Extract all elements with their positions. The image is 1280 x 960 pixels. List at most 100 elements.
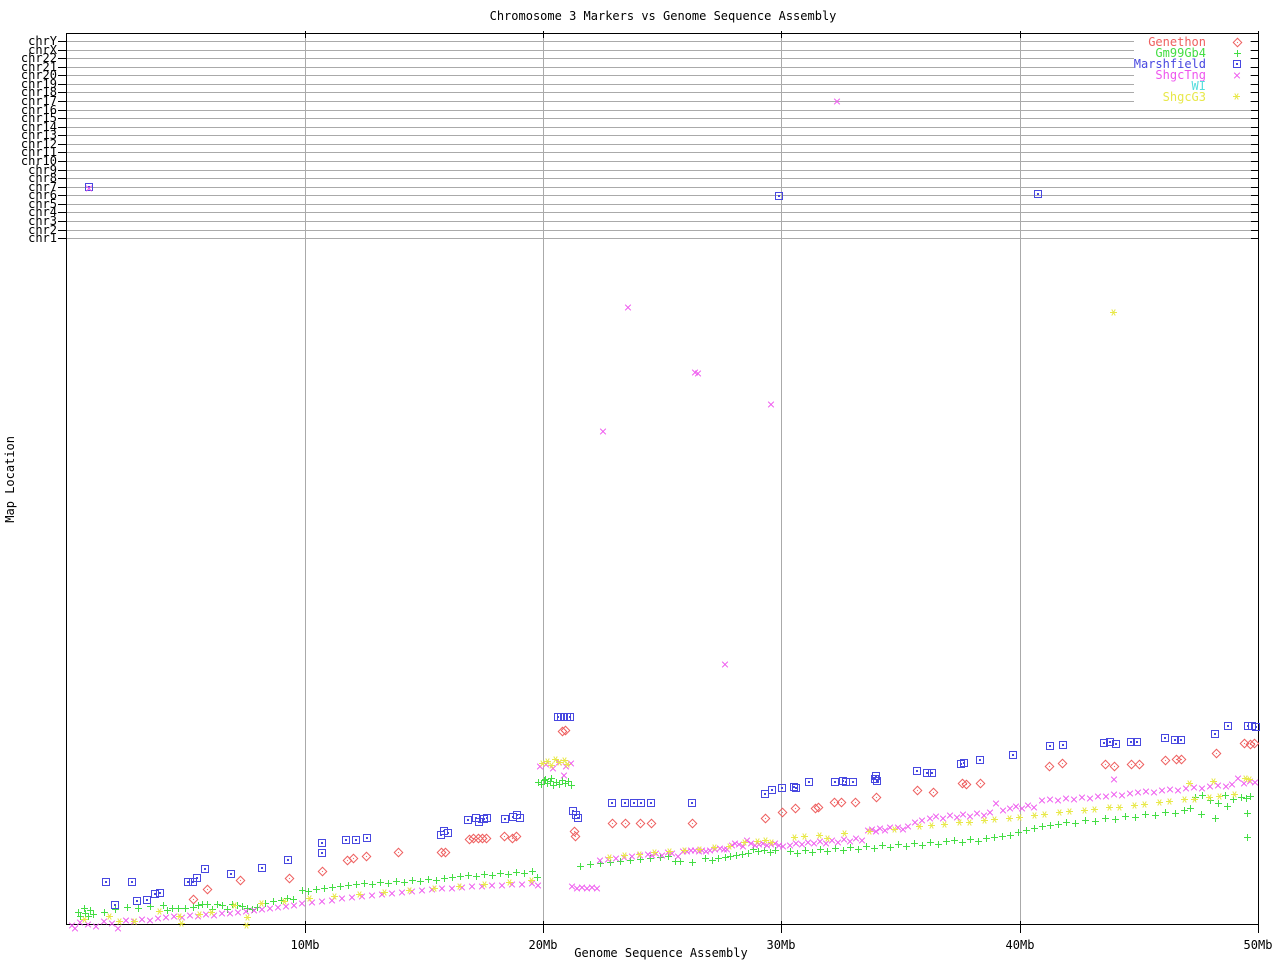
x-tick-bottom — [1257, 921, 1259, 933]
Marshfield-point — [923, 769, 931, 777]
ShgcG3-point — [1041, 814, 1048, 815]
Marshfield-point — [831, 778, 839, 786]
Marshfield-point — [193, 874, 201, 882]
ShgcG3-point — [941, 824, 948, 825]
ShgcG3-point — [564, 764, 571, 765]
chromosome-gridline — [66, 229, 1259, 231]
chromosome-label: chr22 — [20, 51, 57, 66]
y-tick-right — [1251, 58, 1259, 60]
chromosome-gridline — [66, 186, 1259, 188]
ShgcG3-point — [481, 884, 488, 885]
y-tick-right — [1251, 178, 1259, 180]
Marshfield-point — [621, 799, 629, 807]
Marshfield-point — [928, 769, 936, 777]
y-tick-right — [1251, 41, 1259, 42]
legend-label: WI — [1191, 79, 1206, 93]
Marshfield-point — [1106, 738, 1114, 746]
y-tick-right — [1251, 109, 1259, 111]
y-tick-left — [58, 41, 66, 42]
y-tick-right — [1251, 186, 1259, 188]
chromosome-gridline — [66, 152, 1259, 154]
ShgcG3-point — [1116, 807, 1123, 808]
y-tick-right — [1251, 49, 1259, 51]
y-tick-right — [1251, 143, 1259, 145]
chromosome-label: chr21 — [20, 59, 57, 74]
ShgcG3-point — [406, 890, 413, 891]
chromosome-label: chr14 — [20, 119, 57, 134]
chromosome-label: chr4 — [28, 205, 57, 220]
Marshfield-point — [483, 814, 491, 822]
y-tick-left — [58, 58, 66, 60]
ShgcG3-point — [431, 888, 438, 889]
Marshfield-point — [464, 816, 472, 824]
ShgcG3-point — [1056, 812, 1063, 813]
diamond-icon — [1232, 37, 1243, 48]
ShgcG3-point — [208, 912, 215, 913]
legend-row-shgctng: ShgcTng — [1134, 69, 1250, 81]
ShgcG3-point — [1216, 796, 1223, 797]
star-legend-icon — [1233, 96, 1240, 98]
plot-border — [66, 33, 1259, 925]
y-tick-left — [58, 66, 66, 68]
ShgcG3-point — [528, 880, 535, 881]
Marshfield-point — [849, 778, 857, 786]
chromosome-label: chr15 — [20, 111, 57, 126]
legend-label: Gm99Gb4 — [1155, 46, 1206, 60]
chart-title: Chromosome 3 Markers vs Genome Sequence … — [489, 9, 837, 23]
ShgcG3-point — [1031, 815, 1038, 816]
y-tick-right — [1251, 195, 1259, 197]
Marshfield-point — [1046, 742, 1054, 750]
y-tick-left — [58, 135, 66, 137]
chromosome-label: chr8 — [28, 171, 57, 186]
Marshfield-point — [574, 814, 582, 822]
chromosome-label: chrX — [28, 42, 57, 57]
y-tick-left — [58, 100, 66, 102]
Marshfield-point — [778, 784, 786, 792]
ShgcG3-point — [1066, 811, 1073, 812]
Marshfield-point — [128, 878, 136, 886]
ShgcG3-point — [891, 829, 898, 830]
ShgcG3-point — [244, 917, 251, 918]
Marshfield-point — [444, 829, 452, 837]
y-tick-left — [58, 238, 66, 240]
y-tick-right — [1251, 66, 1259, 68]
Marshfield-point — [1034, 190, 1042, 198]
chromosome-gridline — [66, 118, 1259, 120]
ShgcG3-point — [556, 762, 563, 763]
Marshfield-point — [227, 870, 235, 878]
chromosome-label: chr2 — [28, 222, 57, 237]
chromosome-gridline — [66, 238, 1259, 240]
chromosome-label: chr1 — [28, 231, 57, 246]
ShgcG3-point — [1246, 779, 1253, 780]
Marshfield-point — [1059, 741, 1067, 749]
ShgcG3-point — [1016, 817, 1023, 818]
legend: Genethon Gm99Gb4 Marshfield ShgcTng WI ShgcG3 — [1134, 35, 1250, 105]
chromosome-gridline — [66, 212, 1259, 214]
ShgcG3-point — [916, 826, 923, 827]
ShgcG3-point — [539, 763, 546, 764]
x-axis-label: Genome Sequence Assembly — [574, 946, 748, 960]
Marshfield-point — [143, 896, 151, 904]
y-tick-right — [1251, 238, 1259, 240]
chromosome-label: chr20 — [20, 68, 57, 83]
ShgcG3-point — [1106, 807, 1113, 808]
legend-row-genethon: Genethon — [1134, 36, 1250, 48]
Marshfield-point — [1252, 723, 1260, 731]
Marshfield-point — [960, 759, 968, 767]
chromosome-gridline — [66, 160, 1259, 162]
Marshfield-point — [342, 836, 350, 844]
x-gridline — [542, 33, 544, 925]
ShgcG3-point — [651, 852, 658, 853]
x-tick-bottom — [1019, 921, 1021, 933]
square-icon — [1233, 60, 1241, 68]
chromosome-gridline — [66, 41, 1259, 42]
Marshfield-point — [516, 814, 524, 822]
y-tick-right — [1251, 203, 1259, 205]
legend-row-wi: WI — [1134, 79, 1250, 93]
chromosome-gridline — [66, 100, 1259, 102]
chromosome-gridline — [66, 83, 1259, 85]
Marshfield-point — [1161, 734, 1169, 742]
ShgcG3-point — [106, 916, 113, 917]
